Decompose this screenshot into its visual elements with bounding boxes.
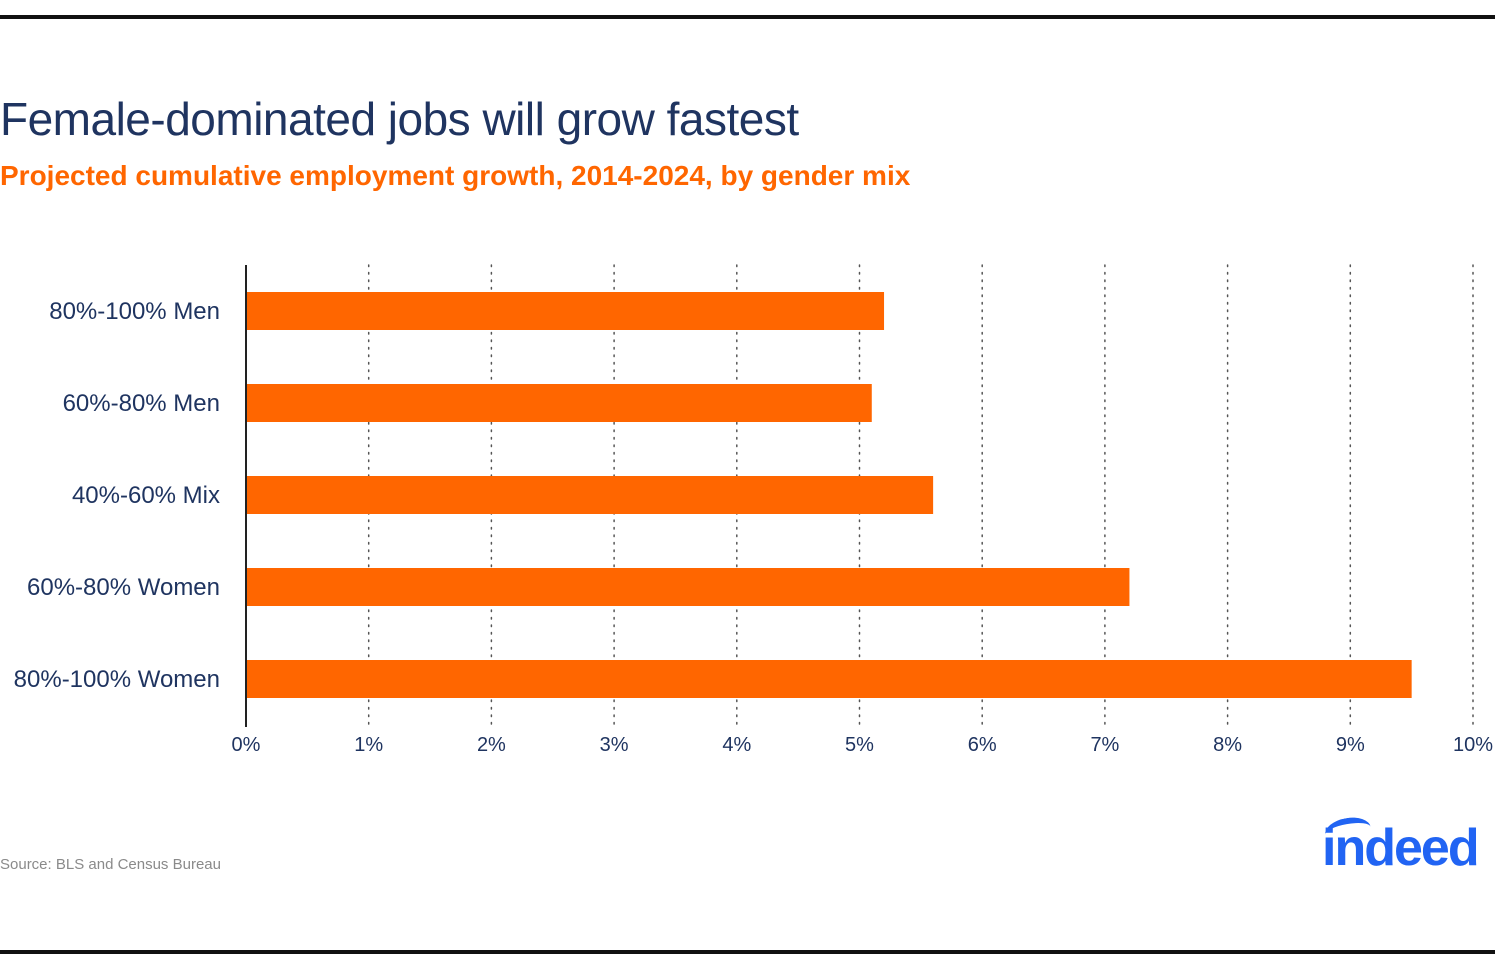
bar <box>246 660 1412 698</box>
bar <box>246 384 872 422</box>
category-label: 80%-100% Women <box>14 666 220 693</box>
x-tick-label: 8% <box>1213 734 1242 756</box>
category-label: 60%-80% Men <box>63 390 220 417</box>
top-rule <box>0 15 1495 19</box>
bar-chart: 80%-100% Men 60%-80% Men 40%-60% Mix 60%-80… <box>14 264 1493 756</box>
bottom-rule <box>0 950 1495 954</box>
source-note: Source: BLS and Census Bureau <box>0 856 221 873</box>
indeed-logo: indeed <box>1322 819 1480 877</box>
x-tick-label: 1% <box>354 734 383 756</box>
bar <box>246 568 1130 606</box>
chart-title: Female-dominated jobs will grow fastest <box>0 93 799 145</box>
chart-subtitle: Projected cumulative employment growth, … <box>0 160 911 191</box>
bar <box>246 476 934 514</box>
x-tick-label: 2% <box>477 734 506 756</box>
x-tick-label: 7% <box>1090 734 1119 756</box>
category-label: 40%-60% Mix <box>72 482 220 509</box>
x-tick-label: 6% <box>968 734 997 756</box>
category-label: 60%-80% Women <box>27 574 220 601</box>
x-tick-label: 10% <box>1453 734 1493 756</box>
x-tick-label: 5% <box>845 734 874 756</box>
x-tick-label: 0% <box>232 734 261 756</box>
bar <box>246 292 885 330</box>
category-label: 80%-100% Men <box>49 298 220 325</box>
x-tick-label: 3% <box>600 734 629 756</box>
x-tick-label: 4% <box>722 734 751 756</box>
x-tick-label: 9% <box>1336 734 1365 756</box>
